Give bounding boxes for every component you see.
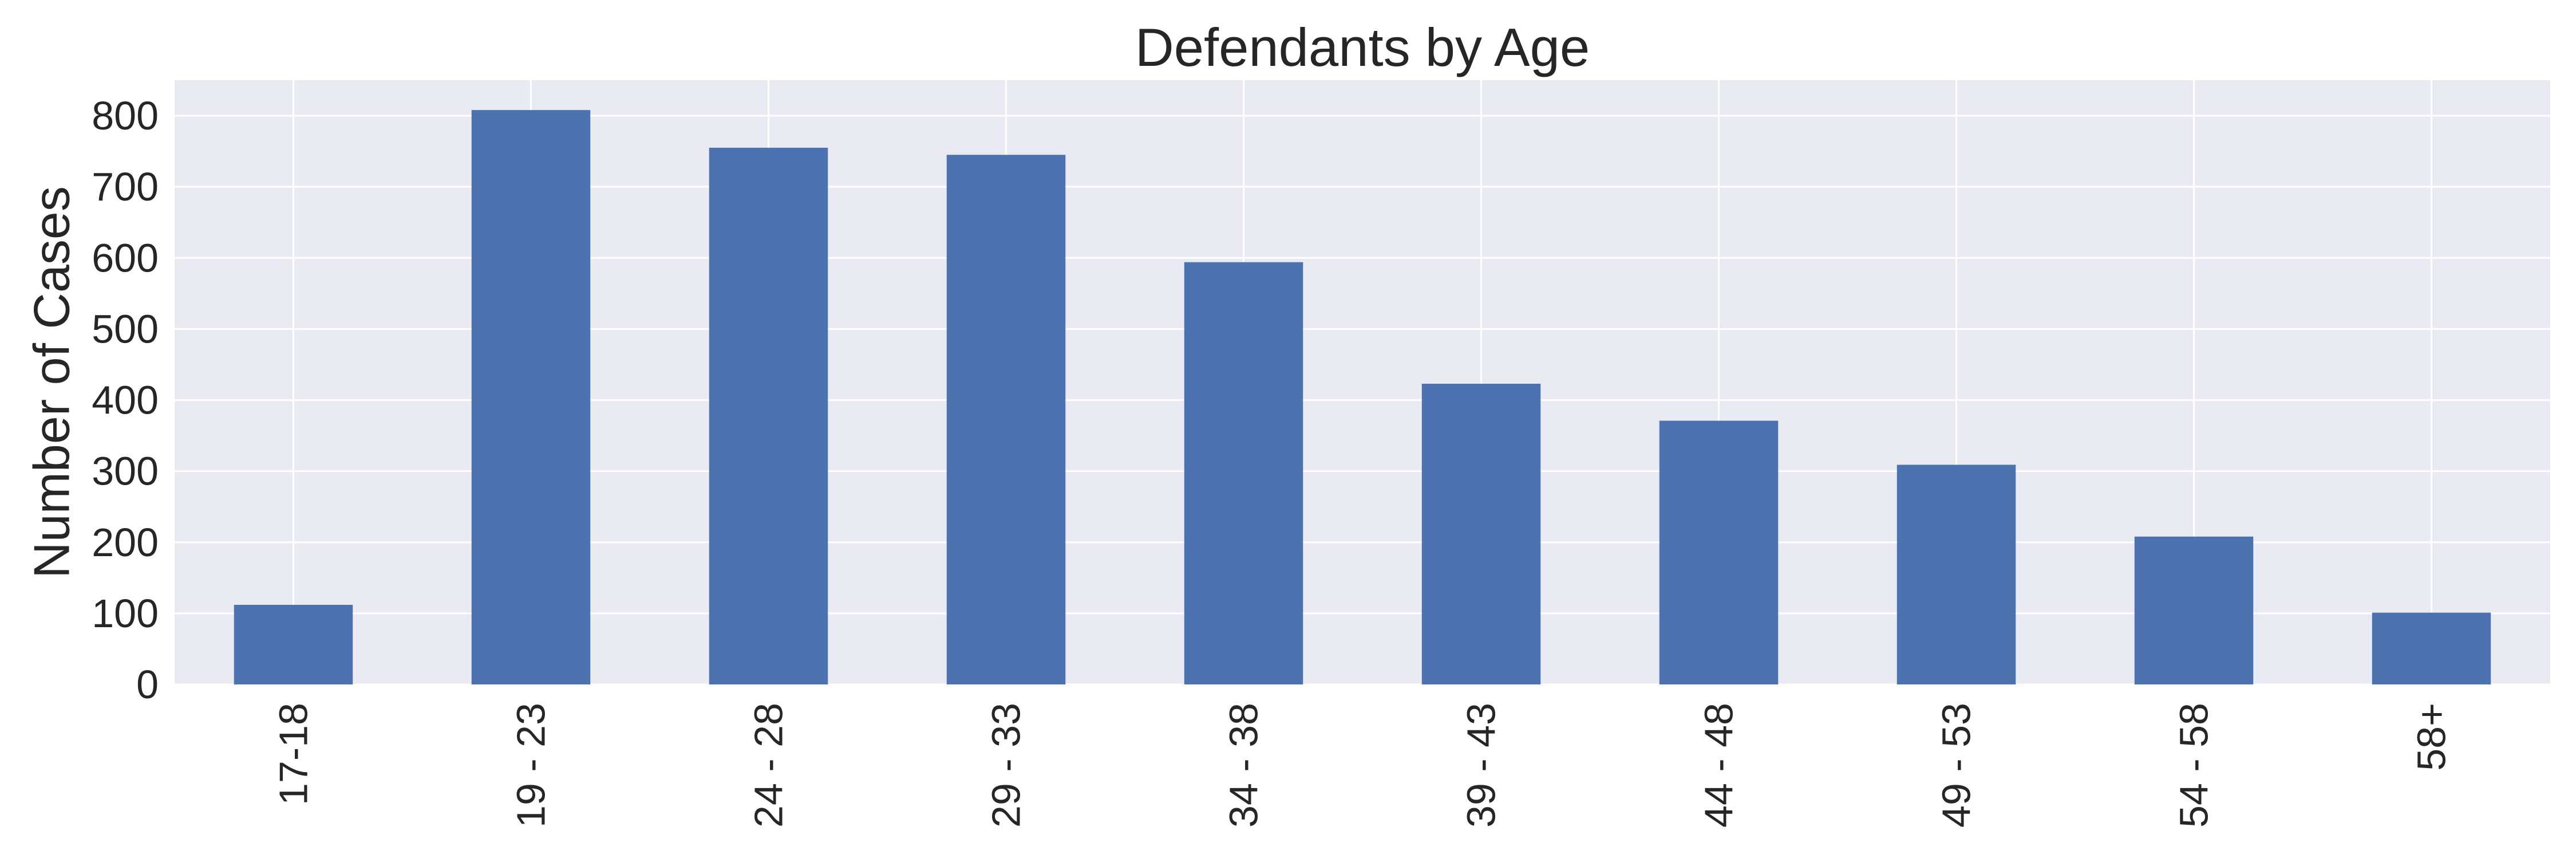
y-tick-label: 300	[92, 449, 159, 494]
x-tick-label: 19 - 23	[509, 703, 554, 828]
y-tick-label: 0	[136, 662, 159, 707]
bar	[234, 604, 353, 684]
x-tick-label: 29 - 33	[984, 703, 1029, 828]
bar	[1184, 262, 1303, 684]
y-tick-label: 200	[92, 520, 159, 565]
y-tick-label: 400	[92, 378, 159, 423]
bar	[471, 110, 591, 685]
x-tick-label: 17-18	[271, 703, 316, 805]
bar	[1897, 465, 2016, 684]
bar	[2372, 612, 2491, 684]
x-tick-label: 58+	[2409, 703, 2454, 771]
y-axis-label: Number of Cases	[23, 186, 80, 578]
y-tick-label: 800	[92, 93, 159, 138]
x-tick-label: 44 - 48	[1697, 703, 1741, 828]
y-tick-label: 100	[92, 591, 159, 636]
x-tick-label: 49 - 53	[1934, 703, 1979, 828]
y-tick-label: 600	[92, 235, 159, 280]
y-axis-ticks: 0 100 200 300 400 500 600 700 800	[92, 93, 159, 707]
bar	[1659, 420, 1779, 684]
bar	[2134, 536, 2254, 684]
bar	[709, 147, 828, 685]
bar	[1421, 383, 1541, 684]
y-tick-label: 500	[92, 306, 159, 351]
chart-title: Defendants by Age	[1135, 17, 1590, 77]
bars	[234, 110, 2491, 685]
x-tick-label: 34 - 38	[1222, 703, 1266, 828]
x-tick-label: 24 - 28	[746, 703, 791, 828]
y-tick-label: 700	[92, 164, 159, 209]
x-tick-label: 39 - 43	[1459, 703, 1504, 828]
x-tick-label: 54 - 58	[2172, 703, 2217, 828]
bar	[946, 155, 1066, 685]
x-axis-ticks: 17-18 19 - 23 24 - 28 29 - 33 34 - 38 39 - 43…	[271, 703, 2454, 828]
